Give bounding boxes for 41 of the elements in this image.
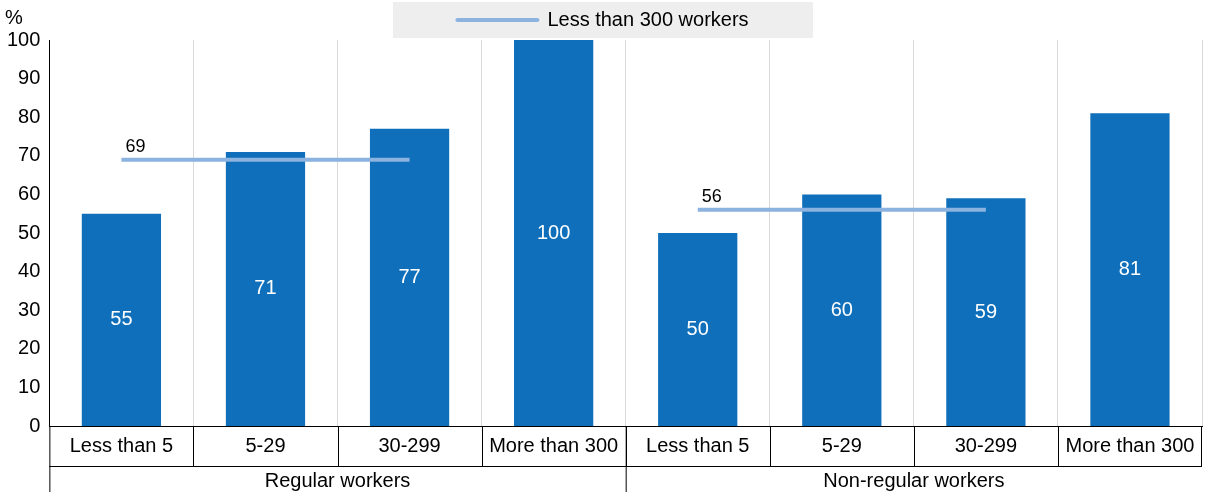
bar [946, 198, 1026, 426]
data-label: 100 [536, 220, 571, 243]
data-label: 59 [974, 299, 998, 322]
data-label: 50 [686, 317, 709, 340]
x-tick-label: 30-299 [954, 433, 1018, 456]
text: Non-regular workers [823, 468, 1005, 491]
y-tick-label: 40 [18, 259, 41, 282]
x-tick-label: 5-29 [821, 433, 862, 456]
x-tick-label: 30-299 [378, 433, 441, 456]
bar [802, 194, 882, 426]
y-tick-label: 50 [18, 220, 41, 243]
data-label: 60 [830, 297, 853, 320]
data-label: 69 [125, 135, 146, 156]
x-tick-label: Less than 5 [69, 433, 174, 456]
y-tick-label: 20 [18, 336, 41, 359]
bar [81, 213, 162, 426]
x-tick-label: 5-29 [245, 433, 286, 456]
legend-label: Less than 300 workers [547, 7, 749, 30]
y-axis-title: % [5, 5, 24, 28]
y-tick-label: 60 [18, 181, 41, 204]
data-label: 71 [254, 276, 277, 299]
data-label: 77 [398, 264, 421, 287]
bar [369, 128, 450, 426]
y-tick-label: 70 [18, 143, 41, 166]
bar [1090, 113, 1170, 426]
y-tick-label: 10 [18, 374, 41, 397]
y-tick-label: 100 [6, 27, 41, 50]
x-tick-label: More than 300 [489, 433, 619, 456]
y-tick-label: 90 [18, 66, 41, 89]
x-tick-label: Less than 5 [646, 433, 750, 456]
bar [658, 233, 738, 426]
data-label: 55 [110, 307, 133, 330]
data-label: 81 [1118, 257, 1142, 280]
y-tick-label: 30 [18, 297, 41, 320]
x-tick-label: More than 300 [1065, 433, 1195, 456]
bar [514, 40, 594, 426]
bar [225, 151, 306, 426]
y-tick-label: 80 [18, 104, 41, 127]
y-tick-label: 0 [29, 413, 41, 436]
text: Regular workers [264, 468, 411, 491]
data-label: 56 [701, 185, 722, 206]
